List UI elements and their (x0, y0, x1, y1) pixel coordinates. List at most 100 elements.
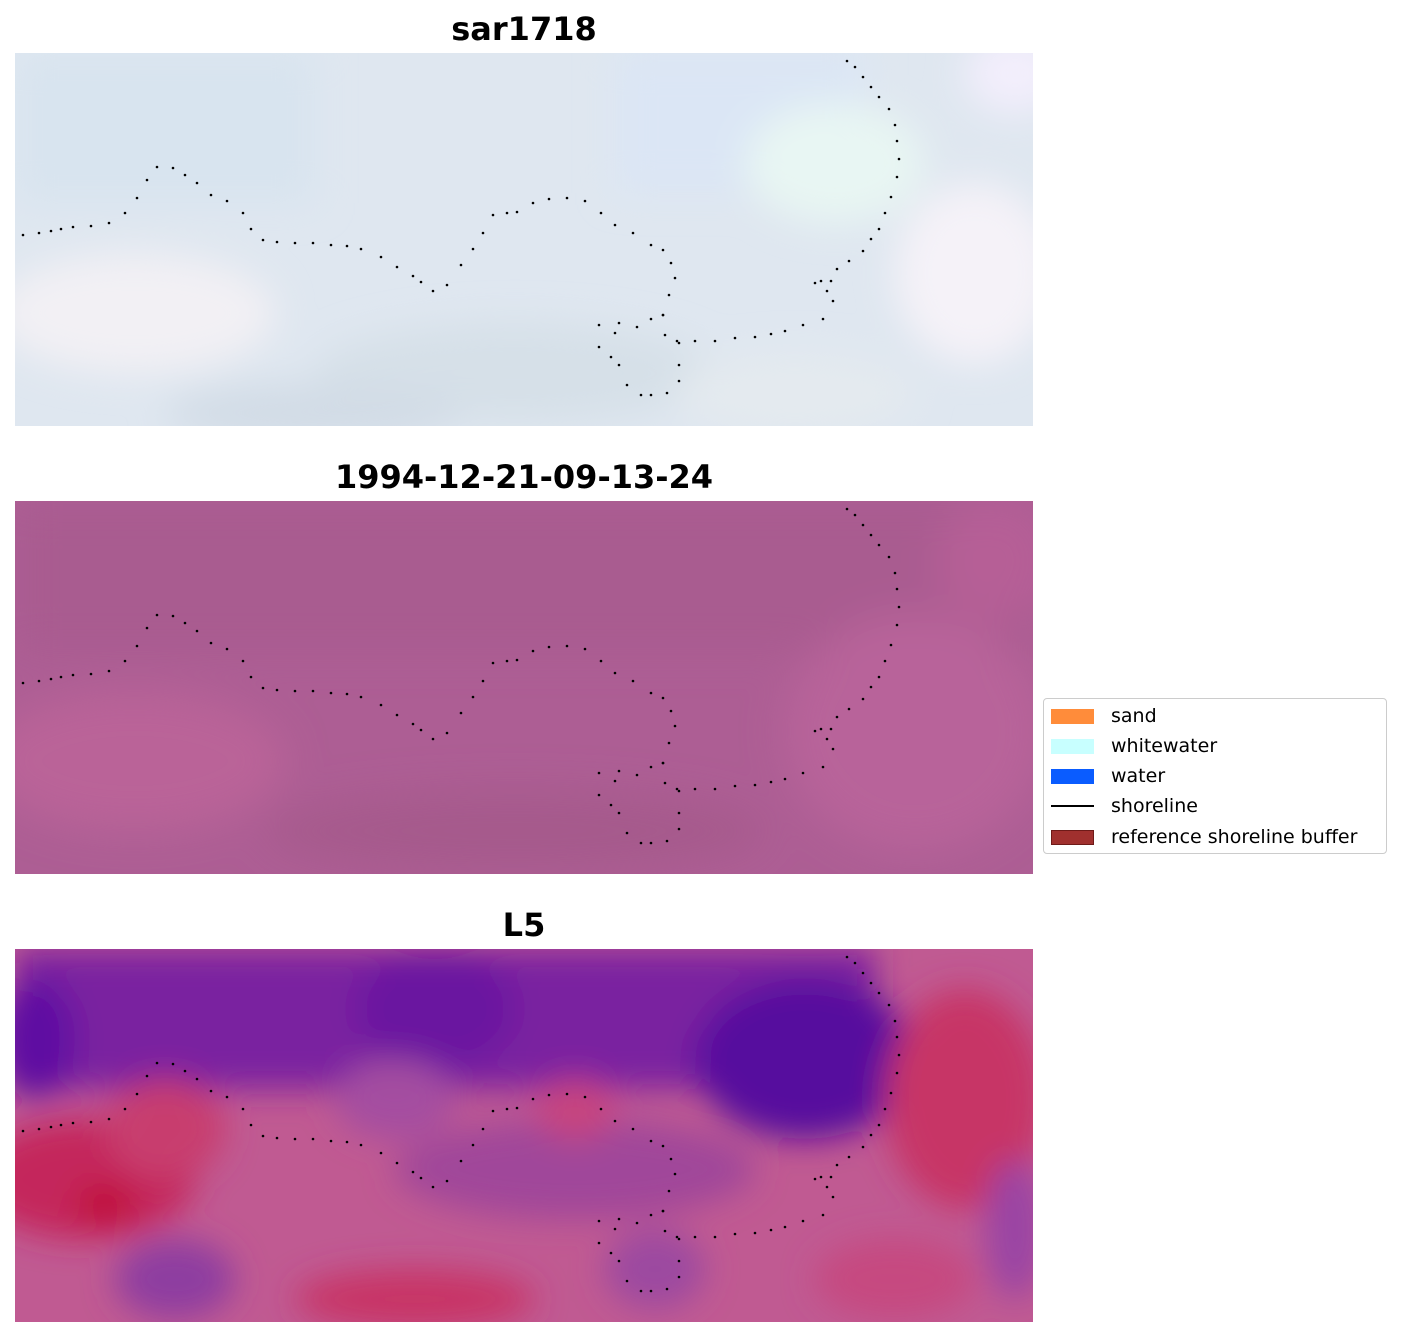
shoreline-point (665, 391, 669, 395)
legend-item-sand: sand (1051, 704, 1157, 728)
shoreline-point (135, 644, 139, 648)
shoreline-point (261, 1134, 265, 1138)
shoreline-point (845, 507, 849, 511)
shoreline-point (667, 741, 671, 745)
shoreline-point (359, 1143, 363, 1147)
shoreline-point (145, 1074, 149, 1078)
shoreline-point (241, 659, 245, 663)
shoreline-point (847, 259, 851, 263)
shoreline-point (853, 513, 857, 517)
shoreline-point (249, 675, 253, 679)
shoreline-point (431, 1185, 435, 1189)
shoreline-point (183, 1069, 187, 1073)
shoreline-point (59, 675, 63, 679)
shoreline-point (183, 621, 187, 625)
shoreline-point (225, 647, 229, 651)
shoreline-point (613, 671, 617, 675)
shoreline-point (661, 761, 665, 765)
shoreline-point (661, 696, 665, 700)
shoreline-point (649, 243, 653, 247)
shoreline-point (769, 332, 773, 336)
date-image-svg (15, 501, 1033, 874)
shoreline-point (877, 95, 881, 99)
panel-title-l5: L5 (502, 906, 546, 944)
shoreline-points-1 (21, 59, 901, 397)
shoreline-points-2 (21, 507, 901, 845)
shoreline-point (89, 1120, 93, 1124)
shoreline-point (183, 173, 187, 177)
shoreline-point (677, 341, 681, 345)
shoreline-point (877, 1123, 881, 1127)
shoreline-point (753, 1231, 757, 1235)
shoreline-point (275, 240, 279, 244)
shoreline-point (135, 1092, 139, 1096)
shoreline-point (813, 281, 817, 285)
shoreline-point (677, 1237, 681, 1241)
shoreline-point (847, 707, 851, 711)
shoreline-point (895, 175, 899, 179)
legend-item-shoreline: shoreline (1051, 794, 1198, 818)
shoreline-point (505, 1107, 509, 1111)
shoreline-point (329, 1139, 333, 1143)
shoreline-point (677, 363, 681, 367)
shoreline-point (861, 75, 865, 79)
shoreline-point (209, 1089, 213, 1093)
shoreline-point (275, 688, 279, 692)
shoreline-point (195, 1077, 199, 1081)
shoreline-point (155, 1061, 159, 1065)
sar-image (15, 53, 1033, 426)
shoreline-point (249, 227, 253, 231)
shoreline-point (617, 363, 621, 367)
shoreline-point (813, 1177, 817, 1181)
shoreline-point (783, 777, 787, 781)
shoreline-point (411, 722, 415, 726)
shoreline-point (491, 213, 495, 217)
shoreline-point (829, 279, 833, 283)
shoreline-point (649, 1289, 653, 1293)
shoreline-point (883, 211, 887, 215)
shoreline-point (677, 811, 681, 815)
shoreline-point (669, 709, 673, 713)
legend-label-shoreline: shoreline (1111, 795, 1198, 817)
sar-image-svg (15, 53, 1033, 426)
shoreline-point (261, 238, 265, 242)
shoreline-point (631, 1127, 635, 1131)
shoreline-point (311, 1137, 315, 1141)
shoreline-point (597, 793, 601, 797)
legend-swatch-whitewater (1051, 738, 1094, 754)
shoreline-point (649, 765, 653, 769)
shoreline-point (471, 247, 475, 251)
shoreline-point (419, 728, 423, 732)
shoreline-point (887, 1003, 891, 1007)
shoreline-point (583, 199, 587, 203)
shoreline-point (877, 227, 881, 231)
shoreline-point (531, 201, 535, 205)
shoreline-point (617, 1259, 621, 1263)
shoreline-point (821, 1213, 825, 1217)
shoreline-point (861, 523, 865, 527)
shoreline-point (845, 955, 849, 959)
shoreline-point (877, 675, 881, 679)
shoreline-point (531, 1097, 535, 1101)
shoreline-point (145, 626, 149, 630)
shoreline-point (359, 695, 363, 699)
legend-label-sand: sand (1111, 705, 1157, 727)
shoreline-point (195, 629, 199, 633)
shoreline-point (753, 335, 757, 339)
shoreline-point (853, 65, 857, 69)
shoreline-point (597, 771, 601, 775)
shoreline-point (639, 841, 643, 845)
shoreline-point (107, 669, 111, 673)
shoreline-point (783, 1225, 787, 1229)
shoreline-point (677, 1275, 681, 1279)
shoreline-point (107, 221, 111, 225)
shoreline-point (783, 329, 787, 333)
shoreline-point (293, 689, 297, 693)
shoreline-point (171, 1062, 175, 1066)
shoreline-point (869, 981, 873, 985)
shoreline-point (889, 643, 893, 647)
date-image (15, 501, 1033, 874)
legend-line-shoreline (1051, 805, 1094, 807)
shoreline-point (491, 1109, 495, 1113)
shoreline-point (491, 661, 495, 665)
